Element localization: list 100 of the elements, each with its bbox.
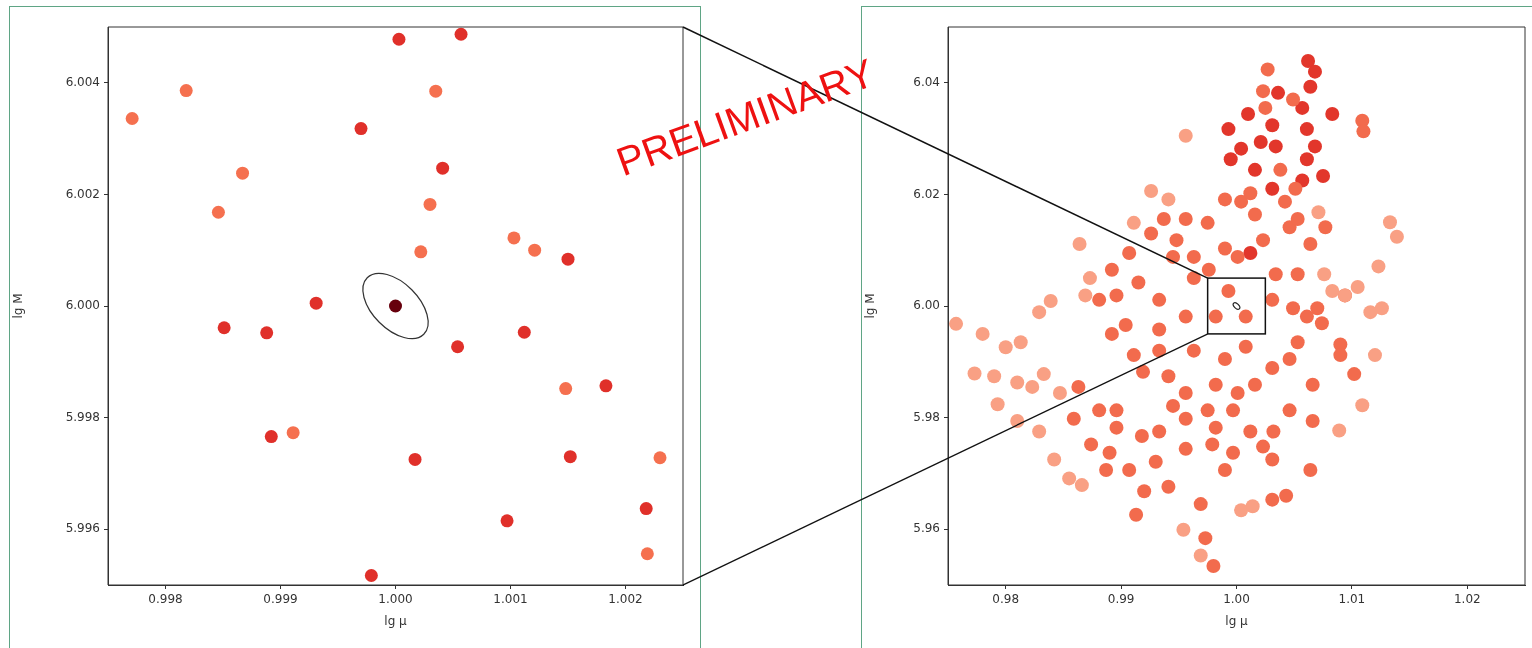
point [414, 245, 428, 259]
point [1317, 267, 1332, 282]
point [264, 430, 278, 444]
point [260, 326, 274, 340]
point [517, 325, 531, 339]
point [1193, 548, 1208, 563]
point [1243, 245, 1258, 260]
y-tick-label: 5.98 [913, 409, 940, 424]
point [1268, 139, 1283, 154]
x-tick-label: 1.00 [1223, 592, 1250, 607]
x-tick-label: 1.02 [1453, 592, 1481, 607]
point [429, 84, 443, 98]
point [408, 452, 422, 466]
point [1144, 184, 1159, 199]
point [1161, 192, 1176, 207]
point [1367, 348, 1382, 363]
point [1265, 181, 1280, 196]
point [500, 514, 514, 528]
point [1371, 259, 1386, 274]
point [1311, 205, 1326, 220]
point [1052, 386, 1067, 401]
point [392, 32, 406, 46]
point [1082, 271, 1097, 286]
point [1253, 134, 1268, 149]
point [1382, 215, 1397, 230]
point [1325, 107, 1340, 122]
point [1355, 398, 1370, 413]
y-tick-label: 6.00 [913, 298, 940, 313]
point [451, 340, 465, 354]
point [364, 569, 378, 583]
point [436, 161, 450, 175]
y-tick-label: 6.000 [65, 298, 100, 313]
x-axis-title: lg μ [1225, 613, 1249, 628]
y-tick-label: 5.998 [65, 409, 100, 424]
point [1221, 122, 1236, 137]
y-tick-label: 5.96 [913, 521, 940, 536]
point [1126, 215, 1141, 230]
point [354, 122, 368, 136]
point [1072, 237, 1087, 252]
point [1223, 152, 1238, 167]
point [1247, 162, 1262, 177]
point [1307, 64, 1322, 79]
point [1234, 503, 1249, 518]
point [1036, 367, 1051, 382]
point [990, 397, 1005, 412]
point [211, 205, 225, 219]
point [640, 547, 654, 561]
x-tick-label: 0.98 [992, 592, 1020, 607]
point [1245, 499, 1260, 514]
point [1043, 293, 1058, 308]
point [125, 112, 139, 126]
point [1062, 471, 1077, 486]
point [563, 450, 577, 464]
point [236, 166, 250, 180]
x-axis-title: lg μ [384, 613, 408, 628]
point [507, 231, 521, 245]
point [286, 426, 300, 440]
x-tick-label: 1.01 [1338, 592, 1366, 607]
point [1234, 141, 1249, 156]
y-tick-label: 5.996 [65, 521, 100, 536]
x-tick-label: 1.000 [378, 592, 413, 607]
point [1299, 152, 1314, 167]
point [1032, 305, 1047, 320]
point [949, 316, 964, 331]
point [1265, 118, 1280, 133]
point [1047, 452, 1062, 467]
point [179, 84, 193, 98]
point [1176, 522, 1191, 537]
point [653, 451, 667, 465]
point [1363, 305, 1378, 320]
point [1316, 168, 1331, 183]
y-tick-label: 6.004 [65, 74, 100, 89]
x-tick-label: 1.001 [493, 592, 528, 607]
point [528, 243, 542, 257]
point [1295, 100, 1310, 115]
x-tick-label: 1.002 [608, 592, 643, 607]
point [1010, 375, 1025, 390]
y-axis-title: lg M [11, 293, 26, 319]
point [1332, 423, 1347, 438]
point [599, 379, 613, 393]
point [1271, 85, 1286, 100]
point [217, 321, 231, 335]
point [1307, 139, 1322, 154]
point [975, 326, 990, 341]
point [1025, 379, 1040, 394]
x-tick-label: 0.998 [148, 592, 183, 607]
point [1350, 280, 1365, 295]
point [1074, 478, 1089, 493]
point [1303, 79, 1318, 94]
x-tick-label: 0.99 [1107, 592, 1135, 607]
point [998, 340, 1013, 355]
y-tick-label: 6.02 [913, 186, 940, 201]
point [1178, 128, 1193, 143]
y-tick-label: 6.04 [913, 74, 940, 89]
x-tick-label: 0.999 [263, 592, 298, 607]
point [309, 296, 323, 310]
point [454, 27, 468, 41]
point [639, 502, 653, 516]
point [1241, 107, 1256, 122]
point [1032, 424, 1047, 439]
